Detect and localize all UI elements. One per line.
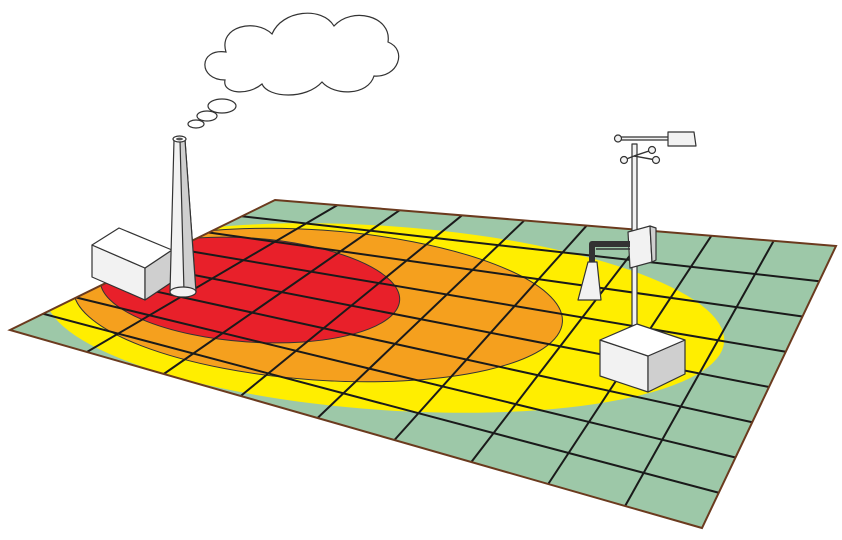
grid-line xyxy=(42,312,720,494)
smoke-cloud-icon xyxy=(187,12,400,129)
grid-line xyxy=(208,231,803,318)
grid-line xyxy=(175,247,786,353)
concentration-contours xyxy=(45,223,725,413)
smokestack-icon xyxy=(169,135,197,298)
grid-line xyxy=(109,280,753,424)
ground-grid xyxy=(42,204,820,507)
grid-line xyxy=(241,215,820,283)
grid-line xyxy=(76,296,736,459)
weather-station-icon xyxy=(577,131,697,393)
ground-plane xyxy=(7,198,838,530)
